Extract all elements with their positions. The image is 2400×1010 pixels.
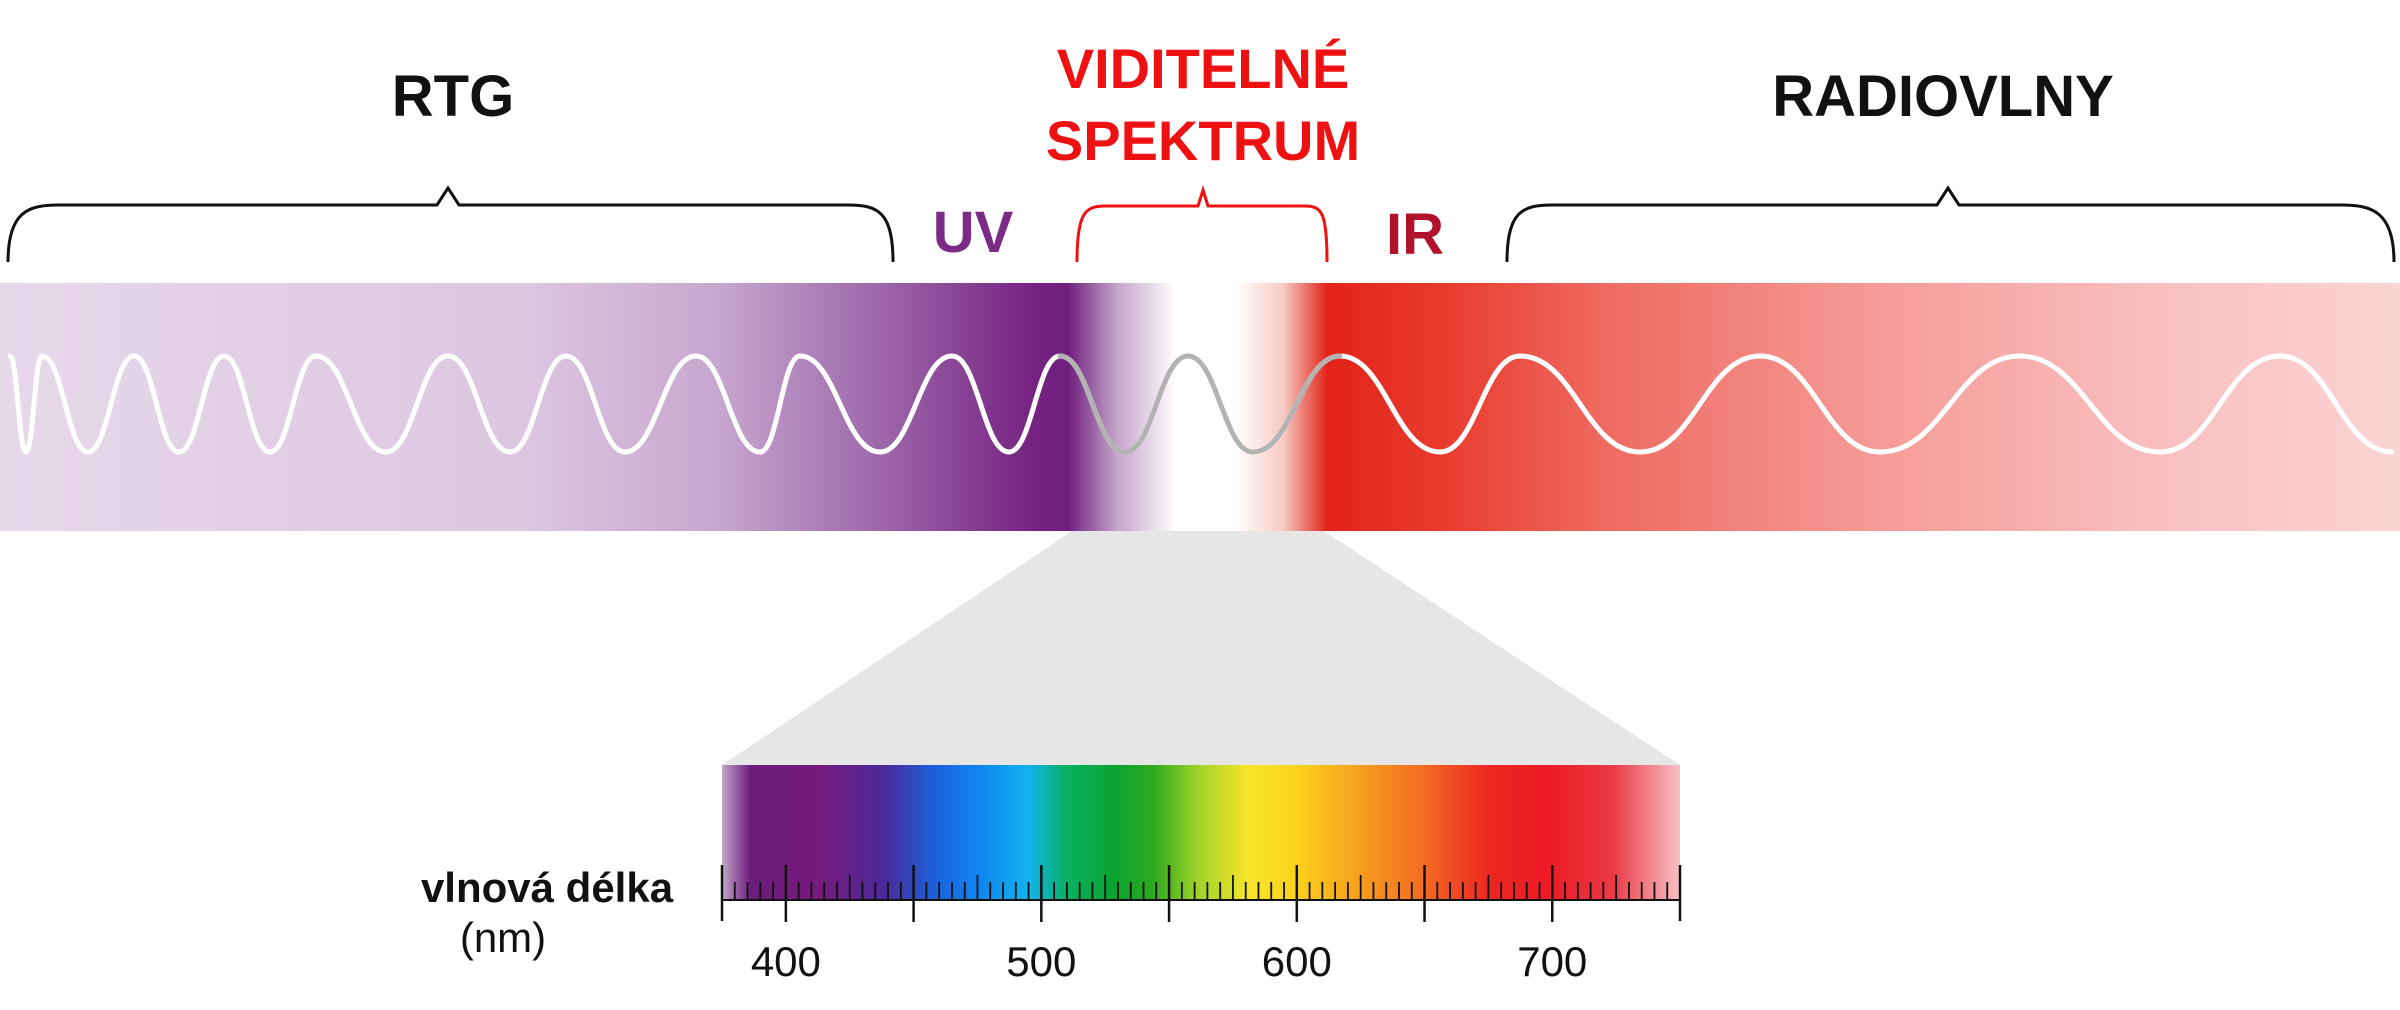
visible-brace (1075, 184, 1329, 263)
tick-label-500: 500 (1006, 938, 1076, 985)
ir-label: IR (1386, 202, 1444, 267)
axis-unit: (nm) (460, 914, 546, 961)
spectrum-band (0, 283, 2400, 531)
wave-line-visible (1057, 353, 1343, 455)
radio-label: RADIOVLNY (1772, 64, 2114, 129)
tick-marks (720, 865, 1682, 922)
zoom-cone (722, 531, 1680, 765)
wave-line (7, 353, 2395, 455)
tick-labels: 400 500 600 700 (751, 938, 1587, 985)
radio-brace (1505, 185, 2396, 263)
xray-brace (6, 185, 895, 263)
visible-label-line1: VIDITELNÉ (1057, 37, 1349, 100)
visible-strip (722, 765, 1680, 900)
axis-title: vlnová délka (421, 864, 674, 911)
visible-label-line2: SPEKTRUM (1046, 109, 1360, 172)
tick-label-400: 400 (751, 938, 821, 985)
xray-label: RTG (392, 64, 514, 129)
tick-label-600: 600 (1262, 938, 1332, 985)
uv-label: UV (933, 200, 1014, 265)
tick-label-700: 700 (1517, 938, 1587, 985)
